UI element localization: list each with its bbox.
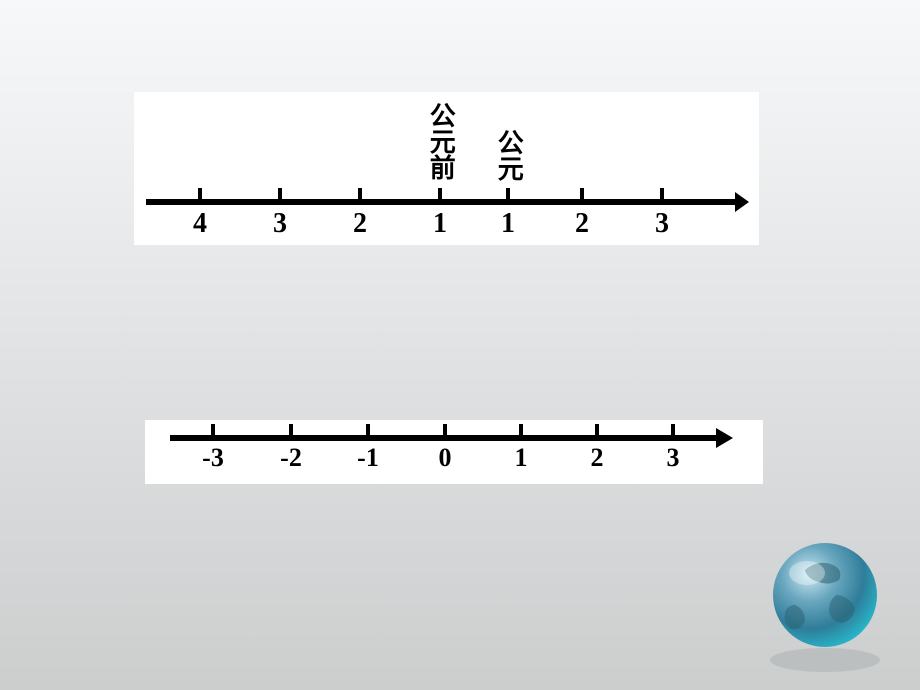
tick-label: 1 [433, 208, 447, 239]
tick-label: 2 [591, 443, 604, 472]
tick-label: 0 [439, 443, 452, 472]
tick-label: 3 [667, 443, 680, 472]
tick-label: 2 [353, 208, 367, 239]
tick-label: 1 [515, 443, 528, 472]
tick-label: -2 [280, 443, 302, 472]
numberline-signed-panel: -3 -2 -1 0 1 2 3 [145, 420, 763, 484]
tick-label: 1 [501, 208, 515, 239]
tick-label: 3 [273, 208, 287, 239]
tick-label: -1 [357, 443, 379, 472]
globe-icon [755, 535, 895, 675]
tick-label: 2 [575, 208, 589, 239]
tick-label: -3 [202, 443, 224, 472]
timeline-bc-ad: 4 3 2 1 1 2 3 [134, 92, 759, 245]
numberline-signed: -3 -2 -1 0 1 2 3 [145, 420, 763, 484]
tick-label: 3 [655, 208, 669, 239]
timeline-bc-ad-panel: 公元前 公元 4321123 [134, 92, 759, 245]
tick-label: 4 [193, 208, 207, 239]
